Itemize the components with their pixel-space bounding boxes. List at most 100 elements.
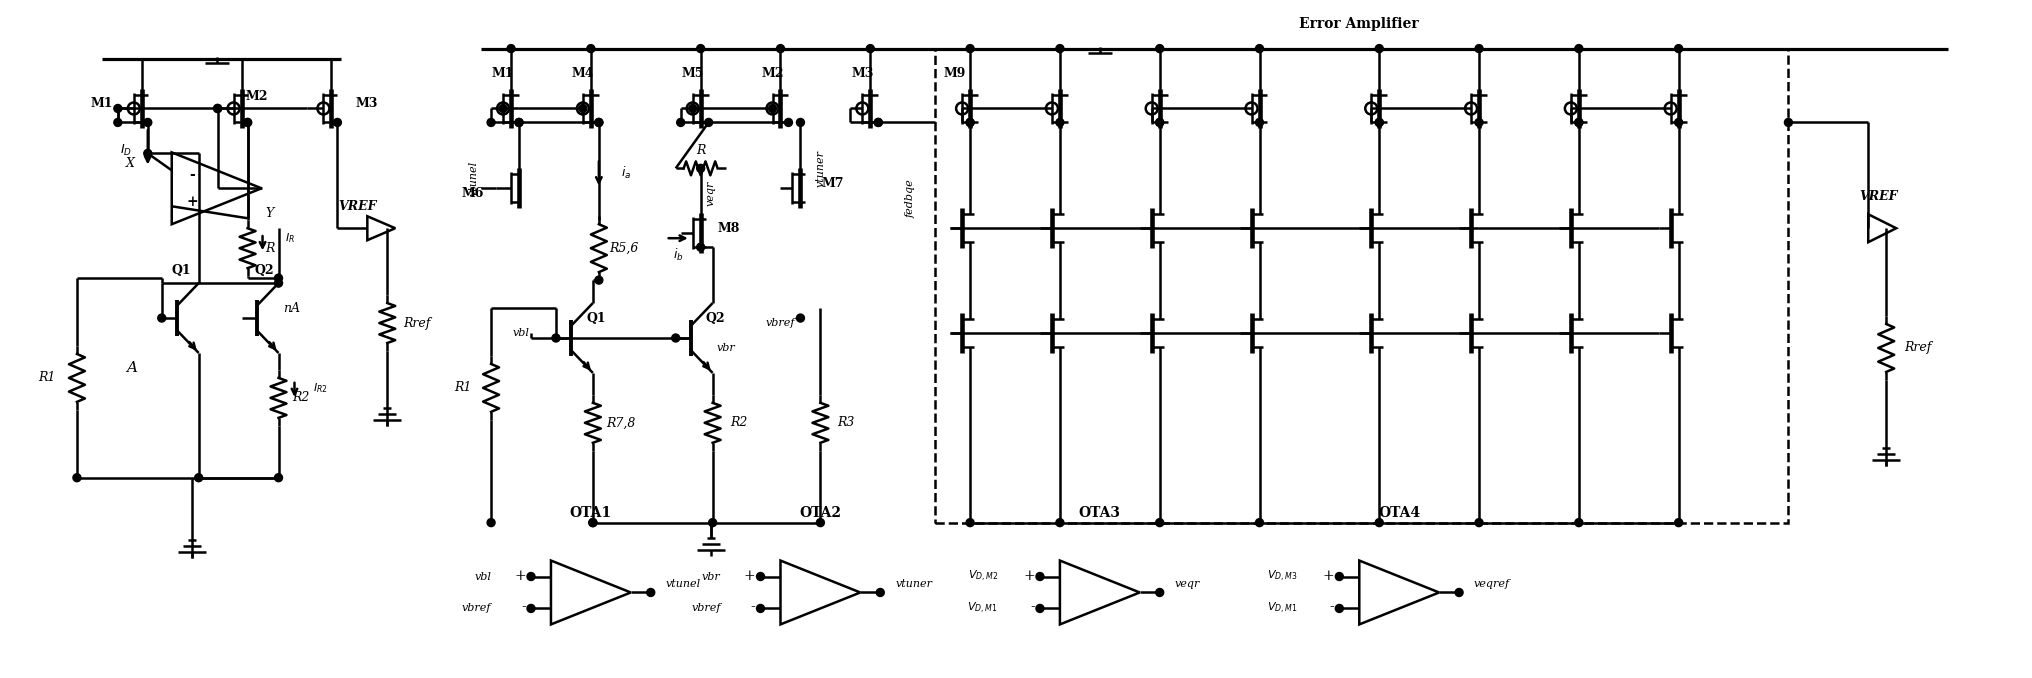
Text: VREF: VREF [1857, 190, 1896, 203]
Text: X: X [126, 157, 134, 170]
Text: Q2: Q2 [254, 264, 274, 277]
Circle shape [1674, 45, 1682, 53]
Text: $I_R$: $I_R$ [284, 231, 295, 245]
Circle shape [587, 45, 595, 53]
Circle shape [646, 589, 654, 597]
Circle shape [784, 119, 792, 126]
Text: +: + [1022, 569, 1034, 582]
Circle shape [1256, 119, 1262, 126]
Text: Q2: Q2 [705, 312, 725, 325]
Text: vbl: vbl [512, 328, 528, 338]
Circle shape [756, 572, 764, 580]
Text: $i_b$: $i_b$ [673, 247, 683, 263]
Text: M2: M2 [246, 90, 268, 103]
Text: R7,8: R7,8 [606, 416, 636, 429]
Text: M3: M3 [851, 67, 874, 80]
Circle shape [1374, 119, 1382, 126]
Circle shape [817, 519, 825, 527]
Circle shape [697, 45, 705, 53]
Text: OTA1: OTA1 [569, 506, 612, 519]
Text: vbr: vbr [701, 572, 719, 582]
Text: vtuner: vtuner [815, 150, 825, 187]
Text: A: A [126, 361, 138, 375]
Text: R: R [264, 241, 274, 255]
Circle shape [1475, 519, 1481, 527]
Circle shape [333, 119, 341, 126]
Text: -: - [1030, 601, 1034, 614]
Circle shape [677, 119, 685, 126]
Circle shape [158, 314, 167, 322]
Circle shape [874, 119, 882, 126]
Circle shape [1256, 45, 1262, 53]
Text: R5,6: R5,6 [610, 241, 638, 255]
Circle shape [1784, 119, 1792, 126]
Circle shape [1154, 589, 1162, 597]
Circle shape [114, 104, 122, 113]
Text: $V_{D,M1}$: $V_{D,M1}$ [967, 601, 998, 616]
Circle shape [506, 45, 514, 53]
Circle shape [1154, 119, 1162, 126]
Text: M7: M7 [821, 177, 843, 190]
Text: M6: M6 [461, 187, 484, 200]
Circle shape [1055, 45, 1063, 53]
Circle shape [768, 104, 776, 113]
Circle shape [498, 104, 506, 113]
Circle shape [73, 474, 81, 481]
Circle shape [866, 45, 874, 53]
Circle shape [756, 605, 764, 612]
Circle shape [1674, 119, 1682, 126]
Text: Q1: Q1 [585, 312, 606, 325]
Circle shape [274, 279, 282, 287]
Text: R2: R2 [293, 391, 309, 404]
Text: vbref: vbref [691, 603, 719, 614]
Text: VREF: VREF [337, 200, 376, 213]
Circle shape [1036, 605, 1042, 612]
Text: R3: R3 [837, 416, 855, 429]
Circle shape [244, 119, 252, 126]
Circle shape [579, 104, 587, 113]
Circle shape [274, 474, 282, 481]
Circle shape [589, 519, 597, 527]
Text: -: - [520, 601, 526, 614]
Text: M1: M1 [492, 67, 514, 80]
Text: vbr: vbr [715, 343, 736, 353]
Circle shape [689, 104, 697, 113]
Text: M8: M8 [717, 222, 740, 235]
Text: -: - [750, 601, 756, 614]
Text: vtunel: vtunel [467, 161, 478, 196]
Text: $I_{R2}$: $I_{R2}$ [313, 381, 327, 395]
Circle shape [1055, 519, 1063, 527]
Text: vtunel: vtunel [664, 580, 701, 589]
Text: veqr: veqr [705, 180, 715, 206]
Text: Rref: Rref [1904, 342, 1930, 355]
Circle shape [195, 474, 203, 481]
Circle shape [1154, 119, 1162, 126]
Circle shape [671, 334, 679, 342]
Circle shape [551, 334, 559, 342]
Circle shape [1154, 45, 1162, 53]
Text: +: + [514, 569, 526, 582]
Circle shape [1036, 572, 1042, 580]
Circle shape [1335, 605, 1343, 612]
Text: R1: R1 [39, 372, 55, 384]
Circle shape [1575, 519, 1583, 527]
Circle shape [965, 45, 973, 53]
Circle shape [244, 119, 252, 126]
Text: R: R [695, 144, 705, 157]
Text: $I_D$: $I_D$ [120, 143, 132, 158]
Text: R1: R1 [455, 382, 471, 395]
Text: Error Amplifier: Error Amplifier [1298, 17, 1418, 31]
Text: M9: M9 [943, 67, 965, 80]
Text: M5: M5 [681, 67, 703, 80]
Text: -: - [189, 167, 195, 182]
Text: $V_{D,M2}$: $V_{D,M2}$ [967, 569, 998, 584]
Text: vbref: vbref [766, 318, 795, 328]
Text: nA: nA [282, 302, 301, 315]
Text: $i_a$: $i_a$ [620, 165, 630, 182]
Circle shape [965, 119, 973, 126]
Text: veqr: veqr [1174, 580, 1199, 589]
Text: Y: Y [266, 207, 274, 220]
Circle shape [488, 519, 496, 527]
Text: M4: M4 [571, 67, 593, 80]
Text: OTA2: OTA2 [799, 506, 841, 519]
